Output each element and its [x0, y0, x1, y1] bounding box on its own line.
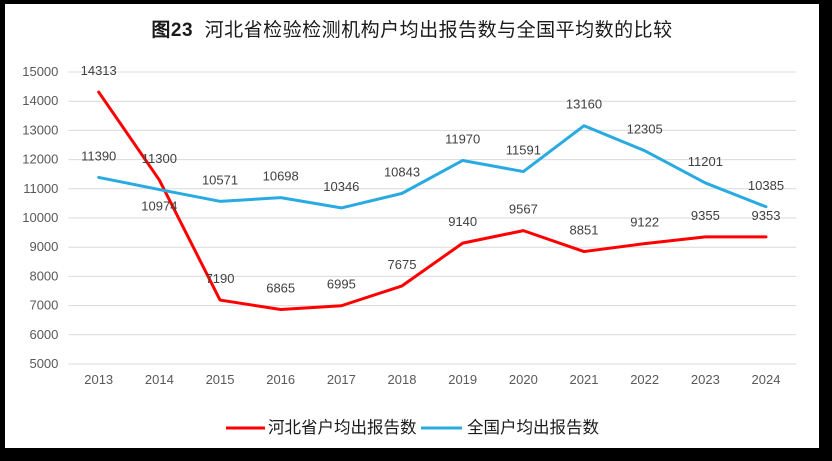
svg-text:9353: 9353: [752, 208, 781, 223]
svg-text:8851: 8851: [570, 223, 599, 238]
svg-text:2018: 2018: [388, 372, 417, 387]
svg-text:6000: 6000: [29, 327, 58, 342]
svg-text:2022: 2022: [630, 372, 659, 387]
svg-text:11970: 11970: [445, 131, 480, 146]
svg-text:2013: 2013: [84, 372, 113, 387]
svg-text:10571: 10571: [202, 172, 238, 187]
svg-text:11591: 11591: [506, 143, 541, 158]
svg-text:6865: 6865: [266, 281, 295, 296]
svg-text:全国户均出报告数: 全国户均出报告数: [467, 418, 600, 437]
svg-text:10843: 10843: [384, 164, 420, 179]
svg-text:2023: 2023: [691, 372, 720, 387]
svg-text:11000: 11000: [23, 181, 58, 196]
svg-text:12000: 12000: [22, 152, 58, 167]
svg-text:9000: 9000: [29, 239, 58, 254]
svg-text:12305: 12305: [627, 122, 663, 137]
svg-text:2024: 2024: [752, 372, 781, 387]
svg-text:2021: 2021: [570, 372, 599, 387]
svg-text:2019: 2019: [448, 372, 477, 387]
svg-text:15000: 15000: [22, 64, 58, 79]
svg-text:2016: 2016: [266, 372, 295, 387]
svg-text:6995: 6995: [327, 277, 356, 292]
svg-text:5000: 5000: [29, 356, 58, 371]
svg-text:10698: 10698: [263, 169, 299, 184]
svg-text:2020: 2020: [509, 372, 538, 387]
svg-text:10974: 10974: [141, 199, 177, 214]
svg-text:11201: 11201: [688, 154, 723, 169]
svg-text:10346: 10346: [323, 179, 359, 194]
svg-text:9140: 9140: [448, 214, 477, 229]
svg-text:11300: 11300: [142, 151, 177, 166]
svg-text:8000: 8000: [29, 268, 58, 283]
svg-text:10385: 10385: [748, 178, 784, 193]
svg-text:9567: 9567: [509, 202, 538, 217]
svg-text:7675: 7675: [388, 257, 417, 272]
svg-text:7190: 7190: [206, 271, 235, 286]
svg-text:9355: 9355: [691, 208, 720, 223]
svg-text:河北省户均出报告数: 河北省户均出报告数: [268, 418, 417, 437]
svg-text:11390: 11390: [81, 148, 116, 163]
svg-text:14000: 14000: [22, 93, 58, 108]
svg-text:2014: 2014: [145, 372, 174, 387]
svg-text:7000: 7000: [29, 298, 58, 313]
svg-text:2015: 2015: [206, 372, 235, 387]
svg-text:10000: 10000: [22, 210, 58, 225]
svg-text:9122: 9122: [630, 215, 659, 230]
svg-text:14313: 14313: [81, 63, 117, 78]
svg-text:2017: 2017: [327, 372, 356, 387]
svg-text:13160: 13160: [566, 97, 602, 112]
svg-text:13000: 13000: [22, 122, 58, 137]
